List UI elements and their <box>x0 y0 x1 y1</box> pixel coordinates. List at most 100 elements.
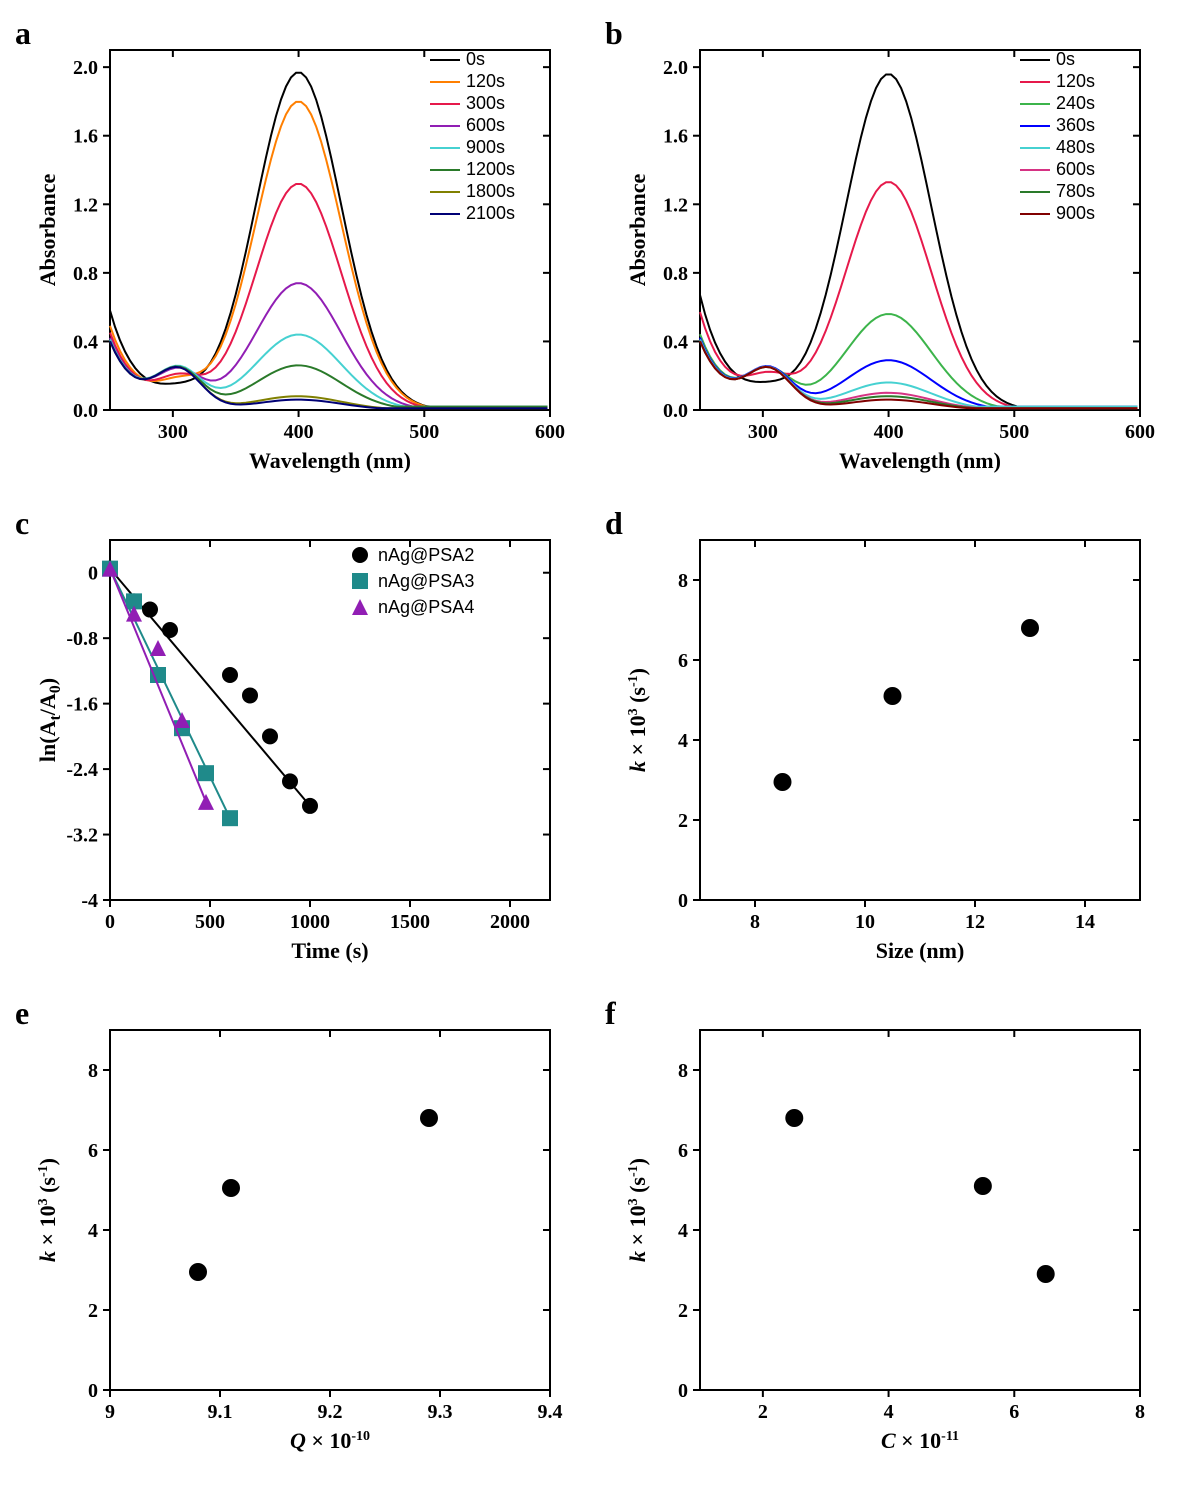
panel-a: a 3004005006000.00.40.81.21.62.0Waveleng… <box>20 20 570 480</box>
svg-text:k × 103 (s-1): k × 103 (s-1) <box>625 1158 650 1262</box>
svg-text:1.2: 1.2 <box>663 194 688 216</box>
panel-a-label: a <box>15 15 31 52</box>
panel-c-label: c <box>15 505 29 542</box>
svg-text:1.6: 1.6 <box>663 126 688 148</box>
svg-text:1.2: 1.2 <box>73 194 98 216</box>
svg-text:9.1: 9.1 <box>208 1401 233 1423</box>
panel-f: f 246802468C × 10-11k × 103 (s-1) <box>610 1000 1160 1460</box>
svg-text:9: 9 <box>105 1401 115 1423</box>
svg-text:6: 6 <box>88 1140 98 1162</box>
svg-text:120s: 120s <box>466 71 505 91</box>
svg-text:0: 0 <box>678 1380 688 1402</box>
svg-text:500: 500 <box>999 421 1029 443</box>
svg-text:12: 12 <box>965 911 985 933</box>
svg-text:480s: 480s <box>1056 137 1095 157</box>
svg-text:C × 10-11: C × 10-11 <box>881 1428 959 1453</box>
svg-text:0.0: 0.0 <box>73 400 98 422</box>
svg-text:nAg@PSA3: nAg@PSA3 <box>378 571 474 591</box>
svg-text:2: 2 <box>88 1300 98 1322</box>
svg-text:k × 103 (s-1): k × 103 (s-1) <box>35 1158 60 1262</box>
svg-text:2100s: 2100s <box>466 203 515 223</box>
panel-f-label: f <box>605 995 616 1032</box>
svg-text:600s: 600s <box>1056 159 1095 179</box>
svg-text:Time (s): Time (s) <box>291 938 368 963</box>
svg-text:9.3: 9.3 <box>428 1401 453 1423</box>
svg-text:300: 300 <box>158 421 188 443</box>
svg-text:240s: 240s <box>1056 93 1095 113</box>
svg-text:600: 600 <box>1125 421 1155 443</box>
chart-d: 810121402468Size (nm)k × 103 (s-1) <box>610 510 1160 970</box>
svg-text:900s: 900s <box>466 137 505 157</box>
panel-e-label: e <box>15 995 29 1032</box>
svg-text:0: 0 <box>678 890 688 912</box>
chart-c: 0 500 1000 1500 2000 -4 -3.2 -2.4 -1.6 -0.8 0 Time … <box>20 510 570 970</box>
svg-text:8: 8 <box>1135 1401 1145 1423</box>
svg-text:0: 0 <box>105 911 115 933</box>
svg-text:0: 0 <box>88 1380 98 1402</box>
svg-text:0.8: 0.8 <box>73 263 98 285</box>
panel-d: d 810121402468Size (nm)k × 103 (s-1) <box>610 510 1160 970</box>
svg-text:-2.4: -2.4 <box>66 759 98 781</box>
svg-text:-3.2: -3.2 <box>66 825 98 847</box>
svg-text:4: 4 <box>678 1220 688 1242</box>
svg-text:8: 8 <box>678 1060 688 1082</box>
panel-e: e 99.19.29.39.402468Q × 10-10k × 103 (s-… <box>20 1000 570 1460</box>
panel-b-label: b <box>605 15 623 52</box>
panel-b: b 3004005006000.00.40.81.21.62.0Waveleng… <box>610 20 1160 480</box>
svg-text:1000: 1000 <box>290 911 330 933</box>
svg-text:780s: 780s <box>1056 181 1095 201</box>
svg-text:400: 400 <box>874 421 904 443</box>
svg-text:4: 4 <box>88 1220 98 1242</box>
svg-text:0.0: 0.0 <box>663 400 688 422</box>
svg-text:400: 400 <box>284 421 314 443</box>
svg-text:6: 6 <box>678 650 688 672</box>
svg-text:Absorbance: Absorbance <box>35 174 60 287</box>
panel-c: c 0500100015002000-4-3.2-2.4-1.6-0.80Tim… <box>20 510 570 970</box>
svg-text:500: 500 <box>195 911 225 933</box>
svg-text:2.0: 2.0 <box>73 57 98 79</box>
svg-text:2: 2 <box>678 1300 688 1322</box>
svg-text:-1.6: -1.6 <box>66 694 98 716</box>
svg-text:1800s: 1800s <box>466 181 515 201</box>
svg-text:1200s: 1200s <box>466 159 515 179</box>
svg-text:k × 103 (s-1): k × 103 (s-1) <box>625 668 650 772</box>
svg-text:Size (nm): Size (nm) <box>876 938 965 963</box>
svg-text:1.6: 1.6 <box>73 126 98 148</box>
svg-text:300s: 300s <box>466 93 505 113</box>
svg-text:Wavelength (nm): Wavelength (nm) <box>839 448 1001 473</box>
svg-text:0s: 0s <box>466 49 485 69</box>
svg-text:2000: 2000 <box>490 911 530 933</box>
svg-text:9.4: 9.4 <box>538 1401 563 1423</box>
svg-text:4: 4 <box>884 1401 894 1423</box>
svg-text:360s: 360s <box>1056 115 1095 135</box>
svg-text:0: 0 <box>88 563 98 585</box>
svg-text:600s: 600s <box>466 115 505 135</box>
svg-text:0.8: 0.8 <box>663 263 688 285</box>
svg-text:120s: 120s <box>1056 71 1095 91</box>
svg-text:0.4: 0.4 <box>663 331 688 353</box>
svg-text:nAg@PSA4: nAg@PSA4 <box>378 597 474 617</box>
svg-text:600: 600 <box>535 421 565 443</box>
chart-a: 300 400 500 600 0.0 0.4 0.8 1.2 1.6 2.0 Wavelength… <box>20 20 570 480</box>
svg-text:0.4: 0.4 <box>73 331 98 353</box>
chart-f: 246802468C × 10-11k × 103 (s-1) <box>610 1000 1160 1460</box>
svg-text:2: 2 <box>678 810 688 832</box>
panel-d-label: d <box>605 505 623 542</box>
svg-text:2: 2 <box>758 1401 768 1423</box>
svg-text:900s: 900s <box>1056 203 1095 223</box>
svg-text:-0.8: -0.8 <box>66 628 98 650</box>
chart-b: 300 400 500 600 0.0 0.4 0.8 1.2 1.6 2.0 Wavelength… <box>610 20 1160 480</box>
svg-text:10: 10 <box>855 911 875 933</box>
svg-text:9.2: 9.2 <box>318 1401 343 1423</box>
svg-text:8: 8 <box>88 1060 98 1082</box>
svg-text:Wavelength (nm): Wavelength (nm) <box>249 448 411 473</box>
svg-text:2.0: 2.0 <box>663 57 688 79</box>
svg-text:1500: 1500 <box>390 911 430 933</box>
svg-text:6: 6 <box>1009 1401 1019 1423</box>
svg-text:500: 500 <box>409 421 439 443</box>
svg-text:4: 4 <box>678 730 688 752</box>
svg-text:14: 14 <box>1075 911 1095 933</box>
svg-text:nAg@PSA2: nAg@PSA2 <box>378 545 474 565</box>
svg-text:300: 300 <box>748 421 778 443</box>
svg-text:-4: -4 <box>81 890 98 912</box>
